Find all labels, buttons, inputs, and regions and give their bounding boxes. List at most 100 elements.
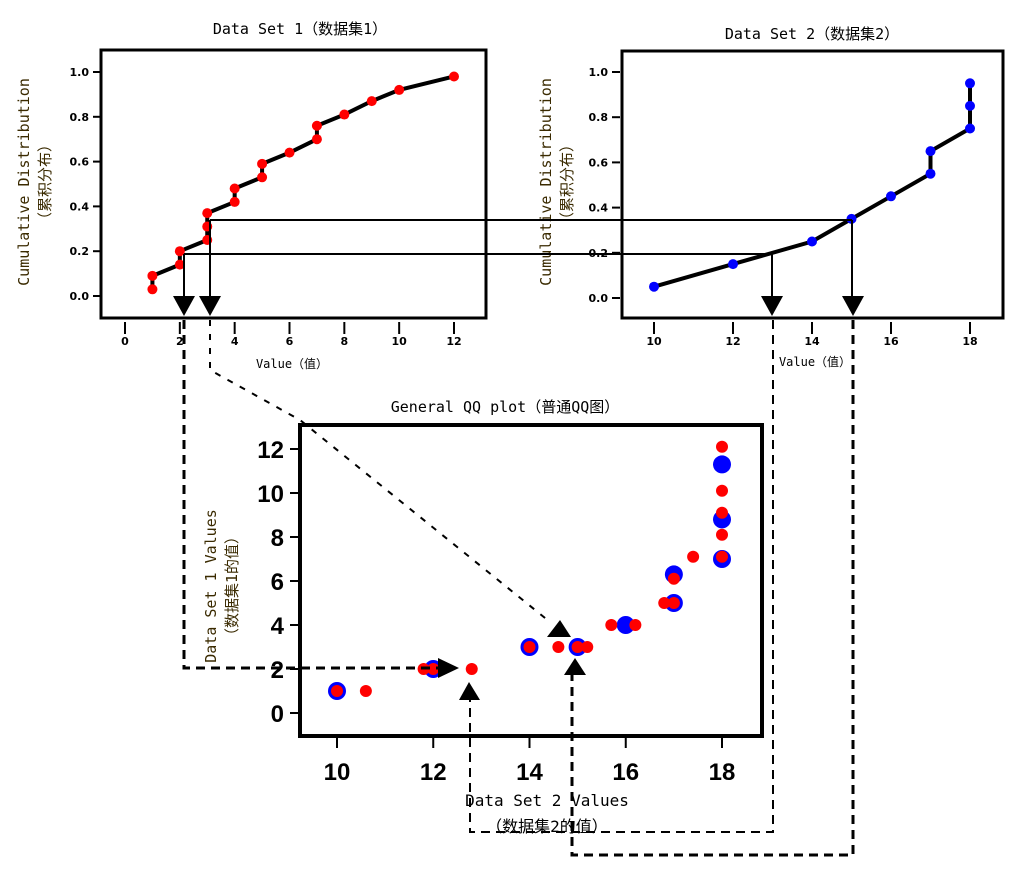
cdf-point: [925, 146, 936, 157]
qq-ylabel-cn: （数据集1的值）: [223, 529, 241, 643]
y-tick-label: 1.0: [589, 66, 609, 79]
chart1-frame: [99, 48, 488, 320]
qq-point-set1: [716, 528, 728, 541]
y-tick-label: 0: [271, 701, 284, 728]
chart2-ylabel-cn: （累积分布）: [558, 137, 576, 227]
arrow-down-icon: [761, 296, 783, 316]
cdf-point: [449, 71, 459, 82]
cdf-point: [147, 270, 158, 281]
dashed-path-set2-q2: [570, 320, 855, 857]
cdf-point: [311, 120, 322, 131]
y-tick-label: 0.4: [70, 200, 90, 213]
x-tick-label: 16: [612, 759, 639, 786]
quantile-connectors: [182, 219, 855, 857]
qq-point-set1: [716, 550, 728, 563]
qq-point-set1: [716, 440, 728, 453]
cdf-point: [366, 96, 377, 107]
qq-point-set2: [713, 455, 731, 474]
dashed-path-set1-q2: [209, 320, 551, 623]
arrow-down-icon: [199, 296, 221, 316]
arrowheads: [173, 296, 864, 700]
chart2-xlabel: Value（值）: [779, 354, 851, 369]
arrow-up-icon: [547, 620, 571, 637]
y-tick-label: 4: [271, 613, 285, 640]
x-tick-label: 18: [709, 759, 736, 786]
qq-point-set1: [667, 572, 680, 585]
y-tick-label: 8: [271, 525, 284, 552]
arrow-down-icon: [842, 296, 864, 316]
qq-point-set1: [629, 619, 642, 631]
qq-point-set1: [331, 685, 343, 697]
dashed-path-set2-q1: [469, 320, 774, 833]
chart1-ylabel: Cumulative Distribution: [15, 78, 33, 286]
arrow-up-icon: [564, 658, 586, 675]
qq-point-set1: [716, 484, 728, 497]
cdf-point: [807, 236, 817, 247]
qq-point-set1: [465, 663, 478, 675]
x-tick-label: 8: [341, 335, 349, 348]
qq-point-set1: [716, 506, 728, 519]
qq-point-set1: [687, 550, 700, 563]
cdf-line: [653, 83, 972, 289]
y-tick-label: 0.2: [70, 245, 90, 258]
x-tick-label: 16: [883, 335, 899, 348]
y-tick-label: 0.4: [589, 202, 609, 215]
qq-point-set1: [658, 597, 671, 609]
qq-point-set1: [667, 597, 680, 609]
cdf-point: [257, 158, 268, 169]
qq-point-set1: [581, 641, 594, 653]
x-tick-label: 12: [446, 335, 461, 348]
qq-point-set1: [359, 685, 372, 697]
chart1-ylabel-cn: （累积分布）: [36, 137, 54, 227]
x-tick-label: 10: [646, 335, 662, 348]
chart-data-set-2: Data Set 2（数据集2） Cumulative Distribution…: [537, 25, 1005, 369]
cdf-point: [728, 259, 738, 270]
qq-point-set1: [552, 641, 565, 653]
chart2-title: Data Set 2（数据集2）: [725, 25, 899, 43]
y-tick-label: 6: [271, 569, 284, 596]
cdf-point: [311, 134, 322, 145]
cdf-point: [965, 123, 975, 134]
chart2-ylabel: Cumulative Distribution: [537, 78, 555, 286]
cdf-point: [846, 213, 857, 224]
chart-qq-plot: General QQ plot（普通QQ图） Data Set 1 Values…: [202, 398, 764, 836]
cdf-point: [229, 196, 240, 207]
qq-xlabel-cn: （数据集2的值）: [486, 817, 608, 836]
qq-title: General QQ plot（普通QQ图）: [391, 398, 620, 416]
y-tick-label: 0.0: [70, 290, 90, 303]
arrow-right-icon: [438, 658, 459, 678]
cdf-line: [150, 74, 455, 290]
y-tick-label: 1.0: [70, 66, 90, 79]
cdf-point: [257, 172, 268, 183]
cdf-point: [965, 100, 975, 111]
qq-point-set2: [616, 616, 635, 634]
cdf-point: [229, 183, 240, 194]
y-tick-label: 0.8: [589, 111, 609, 124]
y-tick-label: 0.6: [589, 156, 609, 169]
cdf-point: [965, 78, 975, 89]
qq-point-set1: [605, 619, 618, 631]
y-tick-label: 0.0: [589, 292, 609, 305]
cdf-point: [284, 147, 295, 158]
cdf-point: [925, 168, 936, 179]
cdf-point: [886, 191, 896, 202]
x-tick-label: 12: [725, 335, 740, 348]
cdf-point: [147, 284, 158, 295]
x-tick-label: 10: [392, 335, 408, 348]
cdf-point: [174, 246, 185, 257]
cdf-point: [394, 84, 405, 95]
qq-xlabel: Data Set 2 Values: [465, 791, 629, 810]
chart1-title: Data Set 1（数据集1）: [213, 20, 387, 38]
qq-point-set1: [523, 641, 536, 653]
x-tick-label: 18: [962, 335, 977, 348]
y-tick-label: 0.6: [70, 156, 90, 169]
qq-ylabel: Data Set 1 Values: [202, 509, 220, 663]
qq-point-set1: [427, 663, 440, 675]
chart-data-set-1: Data Set 1（数据集1） Cumulative Distribution…: [15, 20, 488, 371]
qq-point-set1: [571, 641, 584, 653]
arrow-down-icon: [173, 296, 195, 316]
chart2-frame: [620, 49, 1005, 320]
x-tick-label: 14: [516, 759, 543, 786]
